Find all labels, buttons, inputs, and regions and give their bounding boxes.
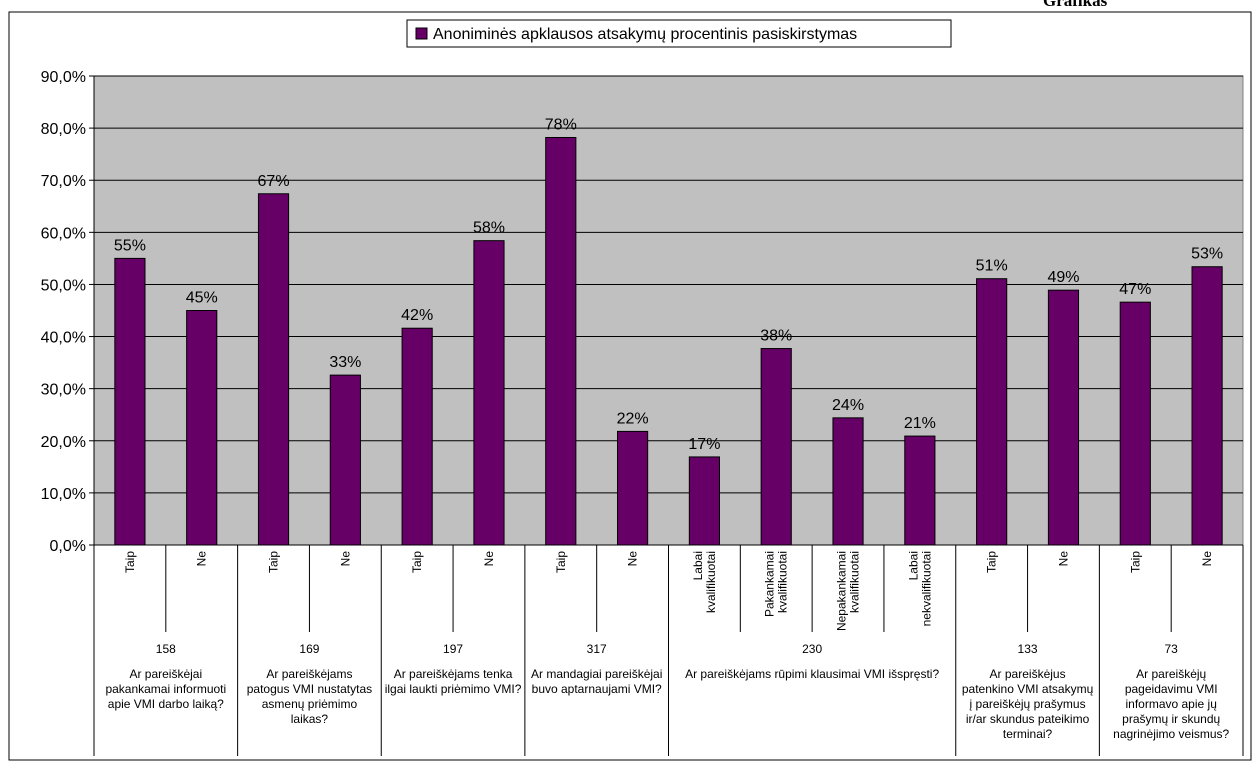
data-label: 49% [1047,269,1079,286]
data-label: 45% [186,290,218,307]
y-axis: 0,0% 10,0% 20,0% 30,0% 40,0% 50,0% 60,0% 70,0% 8… [41,69,95,555]
bar [186,310,218,546]
group-question: Ar pareiškėjai pakankamai informuoti apie … [105,667,226,711]
bar [688,456,720,546]
data-label: 21% [904,415,936,432]
y-tick-label: 50,0% [41,277,86,294]
group-count: 158 [156,642,176,656]
data-label: 22% [617,410,649,427]
data-label: 17% [688,436,720,453]
group-count: 197 [443,642,463,656]
x-tick-label: Taip [267,551,281,573]
group-count: 230 [802,642,822,656]
bar [329,374,361,546]
x-tick-label: Labaikvalifikuotai [691,551,718,613]
bar [473,240,505,546]
group-count: 133 [1018,642,1038,656]
data-label: 53% [1191,246,1223,263]
bar [257,193,290,546]
y-tick-label: 20,0% [41,434,86,451]
x-tick-label: Taip [554,551,568,573]
data-label: 47% [1119,281,1151,298]
data-label: 24% [832,397,864,414]
x-tick-label: Ne [626,551,640,567]
x-tick-label: Ne [482,551,496,567]
x-tick-label: Pakankamaikvalifikuotai [763,551,790,617]
y-tick-label: 90,0% [41,69,86,86]
y-tick-label: 30,0% [41,382,86,399]
data-label: 58% [473,220,505,237]
x-tick-label: Ne [1056,551,1070,567]
group-question: Ar pareiškėjų pageidavimu VMI informavo ap… [1113,667,1229,741]
bar [904,435,936,546]
data-label: 67% [258,173,290,190]
group-question: Ar pareiškėjams tenka ilgai laukti priėmi… [385,667,522,696]
data-label: 38% [760,328,792,345]
x-tick-label: Ne [338,551,352,567]
legend: Anoniminės apklausos atsakymų procentini… [406,19,952,48]
bar [1191,266,1223,546]
y-tick-label: 0,0% [50,538,86,555]
data-label: 78% [545,116,577,133]
y-tick-label: 40,0% [41,330,86,347]
bar [617,430,649,546]
bar [832,417,864,546]
bar [1119,301,1151,546]
legend-label: Anoniminės apklausos atsakymų procentini… [433,26,857,43]
bar [401,327,433,546]
x-axis: Taip Ne Taip Ne Taip Ne Taip Ne Labaikvalifikuot… [93,544,1244,756]
data-labels: 55% 45% 67% 33% 42% 58% 78% 22% 17% 38% 24% 21% 51% 4… [114,116,1223,452]
data-label: 42% [401,307,433,324]
group-question: Ar pareiškėjams patogus VMI nustatytas asm… [247,667,372,726]
group-count: 169 [299,642,319,656]
group-question: Ar pareiškėjus patenkino VMI atsakymų į pa… [962,667,1094,741]
bar [976,278,1008,546]
x-tick-label: Taip [410,551,424,573]
bar [1047,289,1080,546]
x-tick-label: Taip [1128,551,1142,573]
group-count: 317 [587,642,607,656]
bar [760,348,792,546]
y-tick-label: 80,0% [41,121,86,138]
data-label: 51% [976,258,1008,275]
x-tick-label: Ne [195,551,209,567]
y-tick-label: 70,0% [41,173,86,190]
bar [114,257,146,546]
data-label: 33% [329,354,361,371]
x-tick-label: Labainekvalifikuotai [906,551,933,626]
group-count: 73 [1165,642,1179,656]
group-question: Ar pareiškėjams rūpimi klausimai VMI išs… [685,667,939,681]
x-tick-label: Nepakankamaikvalifikuotai [835,551,862,631]
x-tick-label: Ne [1200,551,1214,567]
data-label: 55% [114,237,146,254]
y-tick-label: 10,0% [41,486,86,503]
bars [114,136,1223,546]
bar [545,136,577,546]
legend-swatch [415,27,428,40]
legend-box [406,19,952,48]
y-tick-label: 60,0% [41,225,86,242]
x-tick-label: Taip [985,551,999,573]
page-header-title: Grafikas [1043,0,1108,10]
x-tick-label: Taip [123,551,137,573]
group-question: Ar mandagiai pareiškėjai buvo aptarnaujam… [531,667,662,696]
